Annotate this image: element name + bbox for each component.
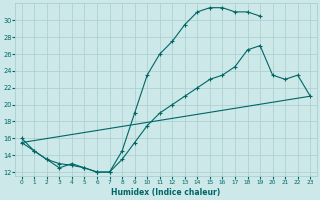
X-axis label: Humidex (Indice chaleur): Humidex (Indice chaleur) xyxy=(111,188,220,197)
